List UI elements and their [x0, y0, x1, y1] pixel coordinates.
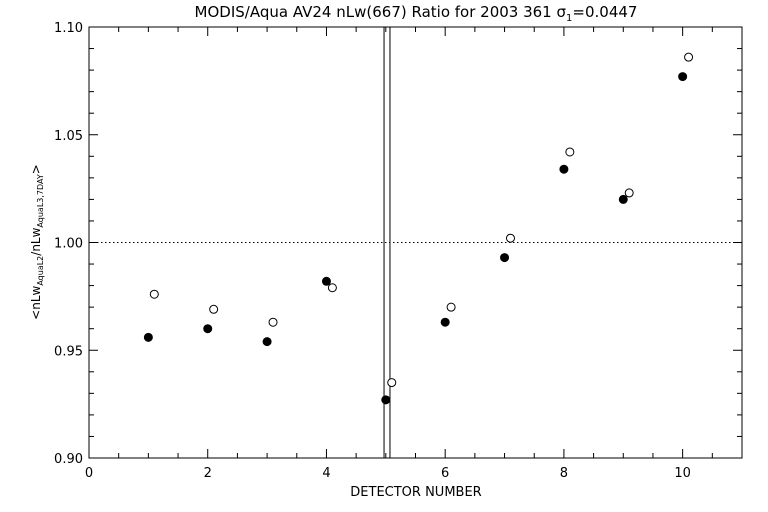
data-point-filled [203, 324, 213, 334]
data-point-filled [381, 395, 391, 405]
data-point-filled [143, 332, 153, 342]
data-point-open [446, 302, 456, 312]
data-point-open [624, 188, 634, 198]
data-point-open [209, 304, 219, 314]
chart-title: MODIS/Aqua AV24 nLw(667) Ratio for 2003 … [195, 3, 638, 24]
data-point-filled [321, 276, 331, 286]
data-point-open [387, 378, 397, 388]
data-point-filled [559, 164, 569, 174]
data-point-open [684, 52, 694, 62]
data-point-open [268, 317, 278, 327]
x-axis-label: DETECTOR NUMBER [350, 485, 481, 500]
y-tick-label: 1.05 [54, 129, 83, 144]
x-tick-label: 8 [560, 466, 568, 481]
y-axis-label: <nLwAquaL2/nLwAquaL3,7DAY> [29, 164, 45, 320]
data-point-open [565, 147, 575, 157]
data-point-filled [618, 194, 628, 204]
plot-frame [88, 26, 743, 459]
data-point-filled [262, 337, 272, 347]
plot-area: 0 2 4 6 8 10 0.90 0.95 1.00 1.05 1.10 [54, 21, 743, 481]
data-point-open [327, 283, 337, 293]
x-tick-label: 6 [441, 466, 449, 481]
x-tick-label: 2 [204, 466, 212, 481]
y-tick-label: 1.10 [54, 21, 83, 36]
x-tick-label: 0 [85, 466, 93, 481]
x-tick-label: 4 [322, 466, 330, 481]
data-point-filled [440, 317, 450, 327]
y-tick-label: 1.00 [54, 237, 83, 252]
data-point-open [505, 233, 515, 243]
y-tick-label: 0.95 [54, 344, 83, 359]
y-tick-label: 0.90 [54, 452, 83, 467]
data-point-filled [500, 253, 510, 263]
data-point-filled [678, 72, 688, 82]
x-tick-label: 10 [674, 466, 691, 481]
data-point-open [149, 289, 159, 299]
